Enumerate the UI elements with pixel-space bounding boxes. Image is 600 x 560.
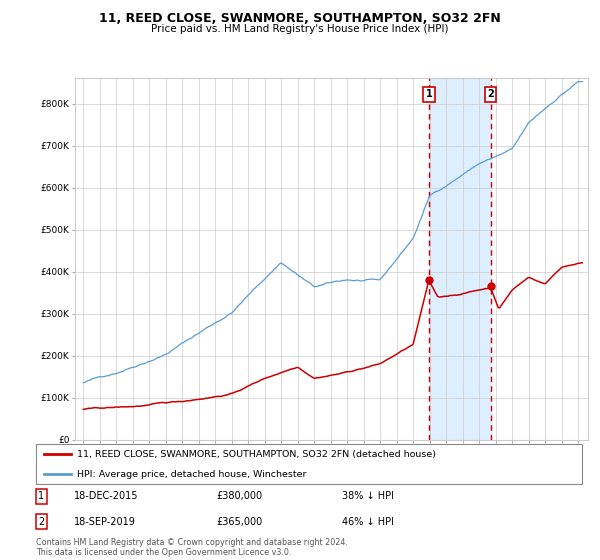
Text: £365,000: £365,000 bbox=[216, 517, 262, 527]
Text: 11, REED CLOSE, SWANMORE, SOUTHAMPTON, SO32 2FN: 11, REED CLOSE, SWANMORE, SOUTHAMPTON, S… bbox=[99, 12, 501, 25]
Text: HPI: Average price, detached house, Winchester: HPI: Average price, detached house, Winc… bbox=[77, 470, 307, 479]
Text: £380,000: £380,000 bbox=[216, 491, 262, 501]
Text: 18-SEP-2019: 18-SEP-2019 bbox=[74, 517, 136, 527]
FancyBboxPatch shape bbox=[36, 444, 582, 484]
Text: 1: 1 bbox=[38, 491, 44, 501]
Text: 2: 2 bbox=[487, 89, 494, 99]
Text: 46% ↓ HPI: 46% ↓ HPI bbox=[342, 517, 394, 527]
Text: 18-DEC-2015: 18-DEC-2015 bbox=[74, 491, 139, 501]
Text: 1: 1 bbox=[425, 89, 432, 99]
Text: 38% ↓ HPI: 38% ↓ HPI bbox=[342, 491, 394, 501]
Text: Contains HM Land Registry data © Crown copyright and database right 2024.
This d: Contains HM Land Registry data © Crown c… bbox=[36, 538, 348, 557]
Text: Price paid vs. HM Land Registry's House Price Index (HPI): Price paid vs. HM Land Registry's House … bbox=[151, 24, 449, 34]
Text: 11, REED CLOSE, SWANMORE, SOUTHAMPTON, SO32 2FN (detached house): 11, REED CLOSE, SWANMORE, SOUTHAMPTON, S… bbox=[77, 450, 436, 459]
Bar bbox=[429, 78, 491, 440]
Text: 2: 2 bbox=[38, 517, 44, 527]
